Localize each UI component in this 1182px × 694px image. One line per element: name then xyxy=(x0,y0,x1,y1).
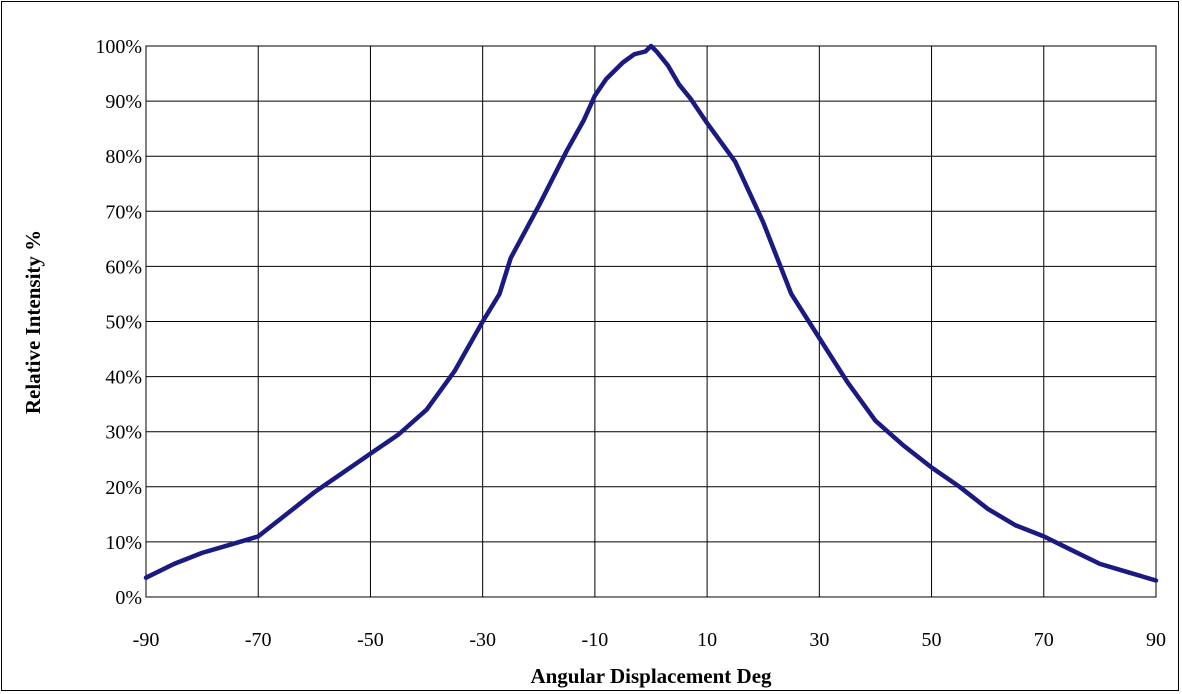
x-tick-label: -90 xyxy=(133,629,160,651)
y-tick-label: 10% xyxy=(105,532,142,554)
x-tick-labels: -90 -70 -50 -30 -10 10 30 50 70 90 xyxy=(133,629,1166,651)
y-tick-label: 50% xyxy=(105,312,142,334)
x-tick-label: 30 xyxy=(809,629,829,651)
gridlines xyxy=(145,45,1157,598)
x-axis-title: Angular Displacement Deg xyxy=(530,664,772,688)
x-tick-label: -70 xyxy=(245,629,272,651)
y-tick-label: 30% xyxy=(105,422,142,444)
y-tick-label: 70% xyxy=(105,201,142,223)
x-tick-label: -30 xyxy=(469,629,496,651)
y-tick-labels: 0% 10% 20% 30% 40% 50% 60% 70% 80% 90% 100% xyxy=(95,36,142,609)
x-tick-label: 50 xyxy=(922,629,942,651)
y-tick-label: 60% xyxy=(105,256,142,278)
x-tick-label: -10 xyxy=(582,629,609,651)
y-tick-label: 90% xyxy=(105,91,142,113)
series-group xyxy=(143,43,1159,583)
y-tick-label: 100% xyxy=(95,36,142,58)
x-tick-label: 90 xyxy=(1146,629,1166,651)
x-tick-label: 70 xyxy=(1034,629,1054,651)
x-tick-label: -50 xyxy=(357,629,384,651)
y-tick-label: 20% xyxy=(105,477,142,499)
y-axis-title: Relative Intensity % xyxy=(21,230,45,414)
x-tick-label: 10 xyxy=(697,629,717,651)
y-tick-label: 40% xyxy=(105,367,142,389)
series-line xyxy=(143,43,1159,583)
y-tick-label: 0% xyxy=(115,587,142,609)
y-tick-label: 80% xyxy=(105,146,142,168)
